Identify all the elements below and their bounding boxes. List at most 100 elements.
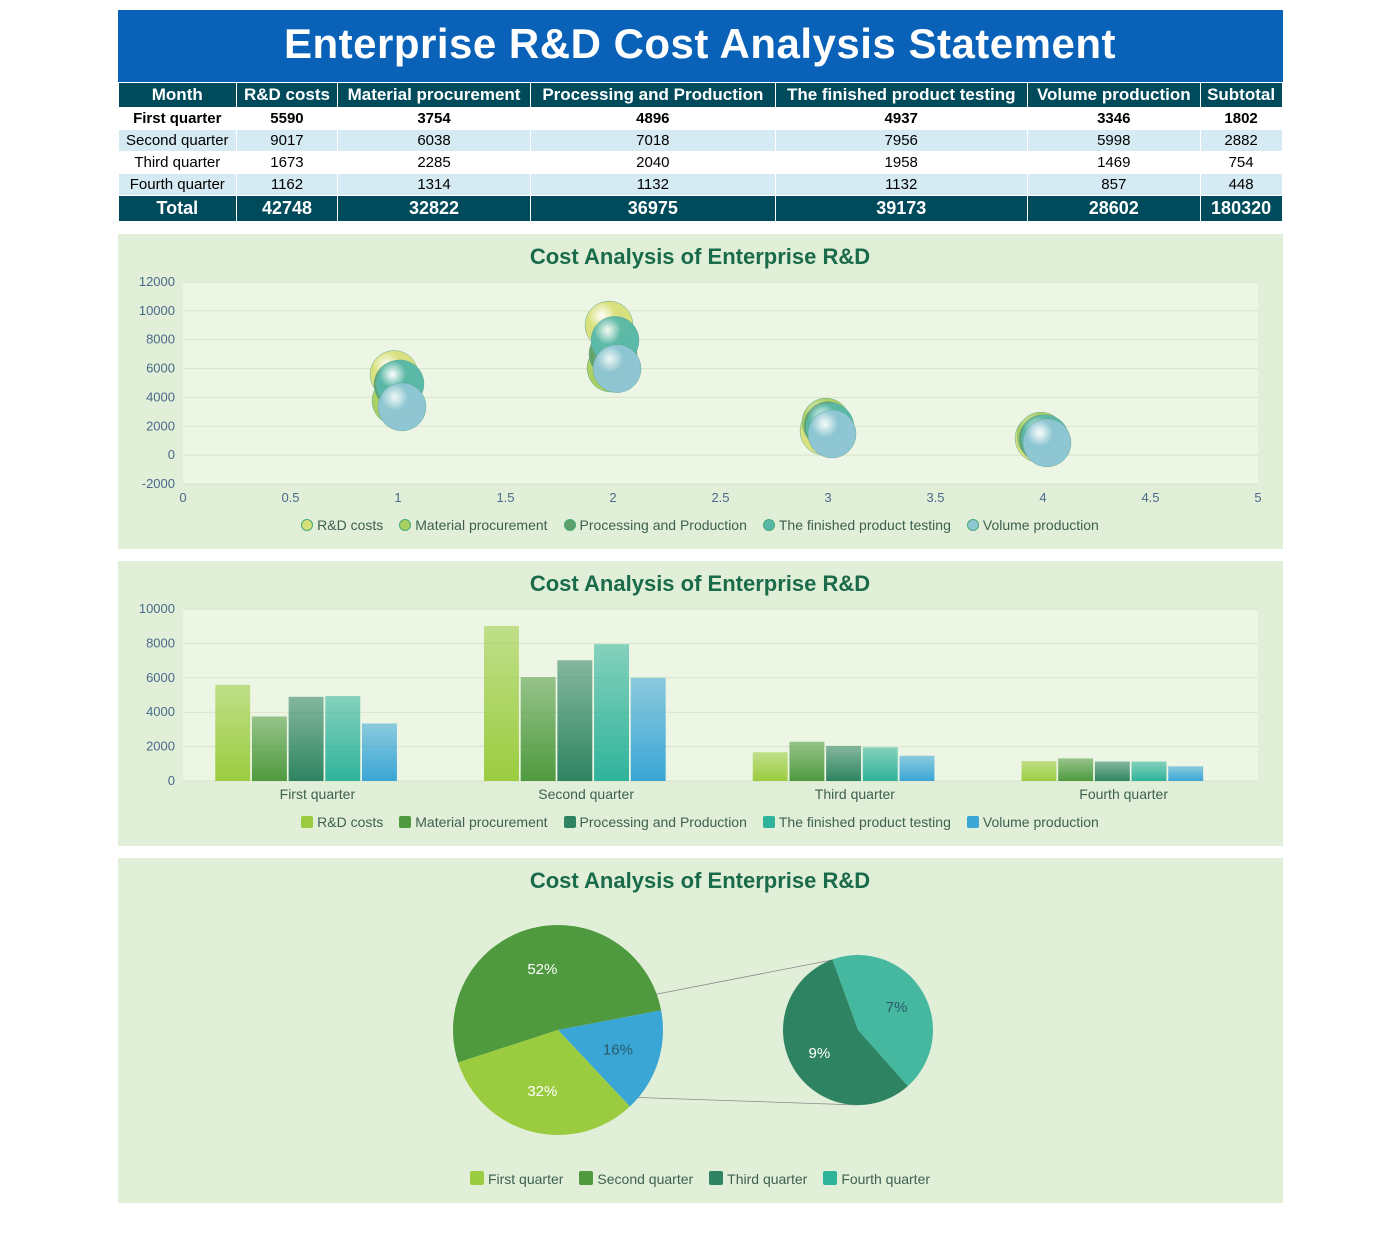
svg-text:Third quarter: Third quarter bbox=[814, 786, 894, 802]
table-cell: 3754 bbox=[337, 108, 530, 130]
table-row: Fourth quarter1162131411321132857448 bbox=[118, 174, 1282, 196]
pie-label: 32% bbox=[527, 1083, 557, 1100]
table-row: First quarter559037544896493733461802 bbox=[118, 108, 1282, 130]
bubble-point bbox=[593, 345, 641, 393]
bar bbox=[1168, 766, 1203, 781]
legend-item: R&D costs bbox=[301, 814, 383, 830]
column-header: The finished product testing bbox=[775, 83, 1027, 108]
table-cell: Second quarter bbox=[118, 130, 237, 152]
total-cell: 32822 bbox=[337, 196, 530, 222]
bar bbox=[361, 723, 396, 781]
table-cell: 1802 bbox=[1200, 108, 1282, 130]
legend-item: Fourth quarter bbox=[823, 1171, 930, 1187]
bar bbox=[288, 697, 323, 781]
column-header: Processing and Production bbox=[531, 83, 775, 108]
bar bbox=[1094, 762, 1129, 781]
table-cell: 2040 bbox=[531, 152, 775, 174]
svg-text:2.5: 2.5 bbox=[711, 490, 729, 505]
pie-legend: First quarter Second quarter Third quarter… bbox=[128, 1171, 1273, 1187]
legend-item: The finished product testing bbox=[763, 517, 951, 533]
bar bbox=[826, 746, 861, 781]
table-cell: 5998 bbox=[1027, 130, 1200, 152]
table-cell: 1673 bbox=[237, 152, 338, 174]
table-row: Third quarter16732285204019581469754 bbox=[118, 152, 1282, 174]
bar-chart: 0200040006000800010000First quarterSecon… bbox=[128, 603, 1273, 803]
table-cell: 1314 bbox=[337, 174, 530, 196]
svg-text:Second quarter: Second quarter bbox=[538, 786, 634, 802]
svg-text:8000: 8000 bbox=[146, 635, 175, 650]
bar bbox=[1131, 762, 1166, 781]
svg-text:First quarter: First quarter bbox=[279, 786, 355, 802]
legend-item: R&D costs bbox=[301, 517, 383, 533]
table-cell: 9017 bbox=[237, 130, 338, 152]
table-cell: 1162 bbox=[237, 174, 338, 196]
table-cell: 448 bbox=[1200, 174, 1282, 196]
legend-item: The finished product testing bbox=[763, 814, 951, 830]
svg-text:3.5: 3.5 bbox=[926, 490, 944, 505]
bar bbox=[215, 685, 250, 781]
table-cell: 7956 bbox=[775, 130, 1027, 152]
total-cell: 180320 bbox=[1200, 196, 1282, 222]
table-cell: 4937 bbox=[775, 108, 1027, 130]
table-row: Second quarter901760387018795659982882 bbox=[118, 130, 1282, 152]
bar bbox=[520, 677, 555, 781]
chart-title: Cost Analysis of Enterprise R&D bbox=[128, 571, 1273, 597]
legend-item: Processing and Production bbox=[564, 517, 747, 533]
total-cell: 42748 bbox=[237, 196, 338, 222]
bar bbox=[752, 752, 787, 781]
svg-text:6000: 6000 bbox=[146, 361, 175, 376]
bar bbox=[862, 747, 897, 781]
svg-text:0: 0 bbox=[167, 447, 174, 462]
legend-item: Second quarter bbox=[579, 1171, 693, 1187]
table-cell: Third quarter bbox=[118, 152, 237, 174]
table-cell: 754 bbox=[1200, 152, 1282, 174]
svg-text:3: 3 bbox=[824, 490, 831, 505]
legend-item: First quarter bbox=[470, 1171, 563, 1187]
pie-chart-panel: Cost Analysis of Enterprise R&D 52%16%32… bbox=[118, 858, 1283, 1203]
pie-label: 52% bbox=[527, 961, 557, 978]
total-cell: 39173 bbox=[775, 196, 1027, 222]
svg-text:5: 5 bbox=[1254, 490, 1261, 505]
svg-text:1: 1 bbox=[394, 490, 401, 505]
svg-text:2000: 2000 bbox=[146, 739, 175, 754]
svg-text:2000: 2000 bbox=[146, 418, 175, 433]
bubble-point bbox=[1023, 419, 1071, 467]
bar bbox=[1021, 761, 1056, 781]
column-header: R&D costs bbox=[237, 83, 338, 108]
page-title: Enterprise R&D Cost Analysis Statement bbox=[118, 10, 1283, 82]
table-cell: Fourth quarter bbox=[118, 174, 237, 196]
legend-item: Volume production bbox=[967, 517, 1099, 533]
bar bbox=[557, 660, 592, 781]
total-cell: 36975 bbox=[531, 196, 775, 222]
bubble-point bbox=[378, 383, 426, 431]
pie-label: 9% bbox=[808, 1045, 830, 1062]
table-cell: 6038 bbox=[337, 130, 530, 152]
bar-chart-panel: Cost Analysis of Enterprise R&D 02000400… bbox=[118, 561, 1283, 846]
bar bbox=[251, 716, 286, 781]
svg-text:4000: 4000 bbox=[146, 389, 175, 404]
table-cell: First quarter bbox=[118, 108, 237, 130]
total-cell: 28602 bbox=[1027, 196, 1200, 222]
svg-text:4.5: 4.5 bbox=[1141, 490, 1159, 505]
column-header: Month bbox=[118, 83, 237, 108]
svg-text:8000: 8000 bbox=[146, 332, 175, 347]
legend-item: Third quarter bbox=[709, 1171, 807, 1187]
table-cell: 7018 bbox=[531, 130, 775, 152]
column-header: Volume production bbox=[1027, 83, 1200, 108]
svg-text:6000: 6000 bbox=[146, 670, 175, 685]
bar bbox=[594, 644, 629, 781]
svg-text:0.5: 0.5 bbox=[281, 490, 299, 505]
svg-text:10000: 10000 bbox=[138, 603, 174, 616]
table-cell: 2882 bbox=[1200, 130, 1282, 152]
svg-text:10000: 10000 bbox=[138, 303, 174, 318]
bubble-point bbox=[808, 410, 856, 458]
svg-text:0: 0 bbox=[179, 490, 186, 505]
legend-item: Volume production bbox=[967, 814, 1099, 830]
table-cell: 4896 bbox=[531, 108, 775, 130]
bar bbox=[899, 756, 934, 781]
svg-text:1.5: 1.5 bbox=[496, 490, 514, 505]
bubble-chart-panel: Cost Analysis of Enterprise R&D -2000020… bbox=[118, 234, 1283, 549]
pie-label: 7% bbox=[885, 999, 907, 1016]
svg-text:Fourth quarter: Fourth quarter bbox=[1079, 786, 1168, 802]
cost-table: MonthR&D costsMaterial procurementProces… bbox=[118, 82, 1283, 222]
